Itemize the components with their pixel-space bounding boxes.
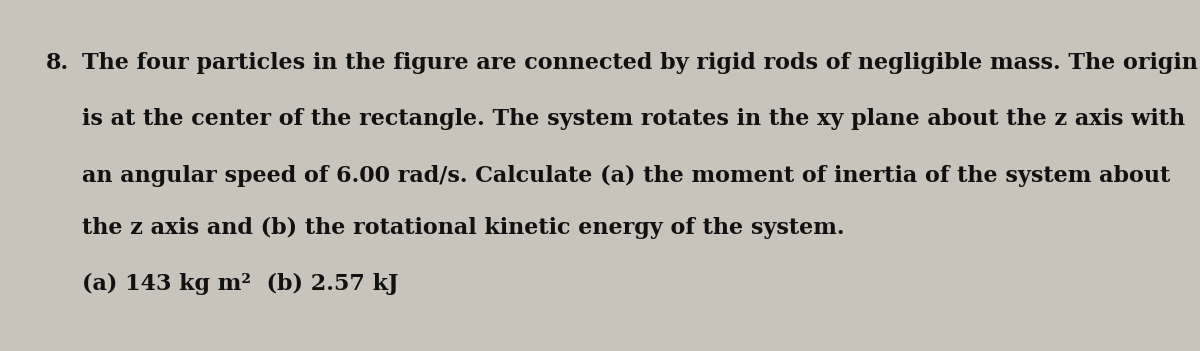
Text: is at the center of the rectangle. The system rotates in the xy plane about the : is at the center of the rectangle. The s… (82, 108, 1184, 130)
Text: the z axis and (b) the rotational kinetic energy of the system.: the z axis and (b) the rotational kineti… (82, 217, 844, 239)
Text: 8.: 8. (46, 52, 68, 74)
Text: The four particles in the figure are connected by rigid rods of negligible mass.: The four particles in the figure are con… (82, 52, 1198, 74)
Text: (a) 143 kg m²  (b) 2.57 kJ: (a) 143 kg m² (b) 2.57 kJ (82, 273, 398, 295)
Text: an angular speed of 6.00 rad/s. Calculate (a) the moment of inertia of the syste: an angular speed of 6.00 rad/s. Calculat… (82, 165, 1170, 186)
